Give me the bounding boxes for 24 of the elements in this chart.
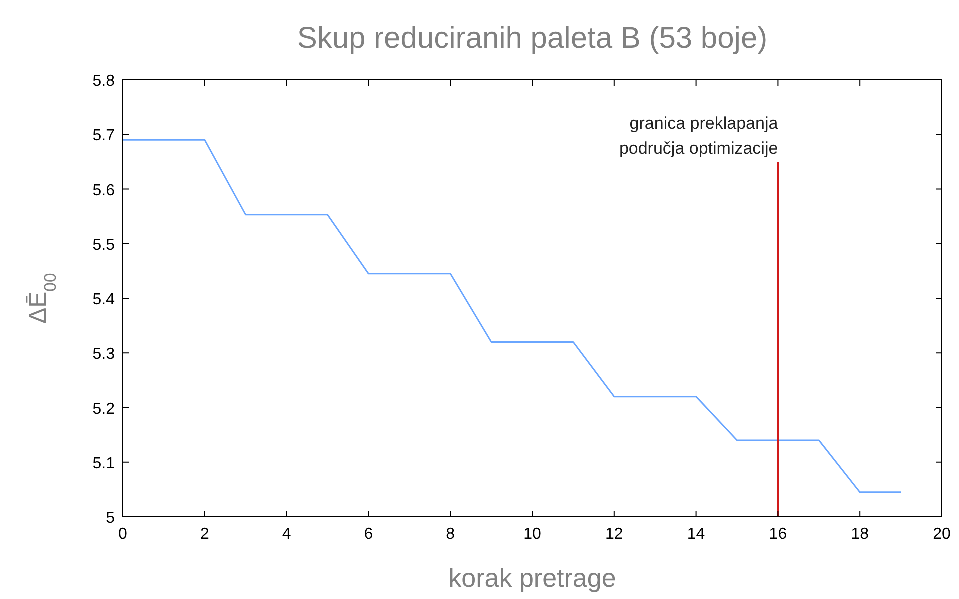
x-tick-label: 6	[364, 526, 374, 543]
x-tick-label: 16	[769, 526, 788, 543]
line-series	[122, 139, 902, 494]
x-tick-label: 12	[606, 526, 624, 543]
y-tick-label: 5.6	[92, 182, 116, 200]
y-tick-label: 5.5	[92, 236, 116, 254]
x-axis-title: korak pretrage	[448, 563, 616, 593]
y-tick-label: 5.3	[92, 346, 116, 364]
ref-line-label: granica preklapanja područja optimizacije	[619, 114, 779, 158]
y-tick-label: 5.7	[92, 128, 116, 145]
x-tick-label: 8	[446, 526, 456, 543]
x-tick-label: 0	[118, 526, 128, 543]
y-tick-label: 5	[106, 510, 116, 527]
x-tick-label: 10	[524, 526, 542, 543]
y-tick-label: 5.8	[92, 73, 116, 90]
y-tick-label: 5.2	[92, 400, 116, 418]
x-tick-label: 20	[933, 526, 951, 543]
x-tick-label: 14	[687, 526, 706, 543]
y-tick-label: 5.4	[92, 292, 116, 308]
x-tick-label: 2	[200, 526, 210, 543]
y-tick-label: 5.1	[92, 455, 116, 472]
chart-title: Skup reduciranih paleta B (53 boje)	[297, 22, 768, 55]
x-tick-label: 18	[851, 526, 870, 543]
x-tick-label: 4	[282, 526, 292, 543]
